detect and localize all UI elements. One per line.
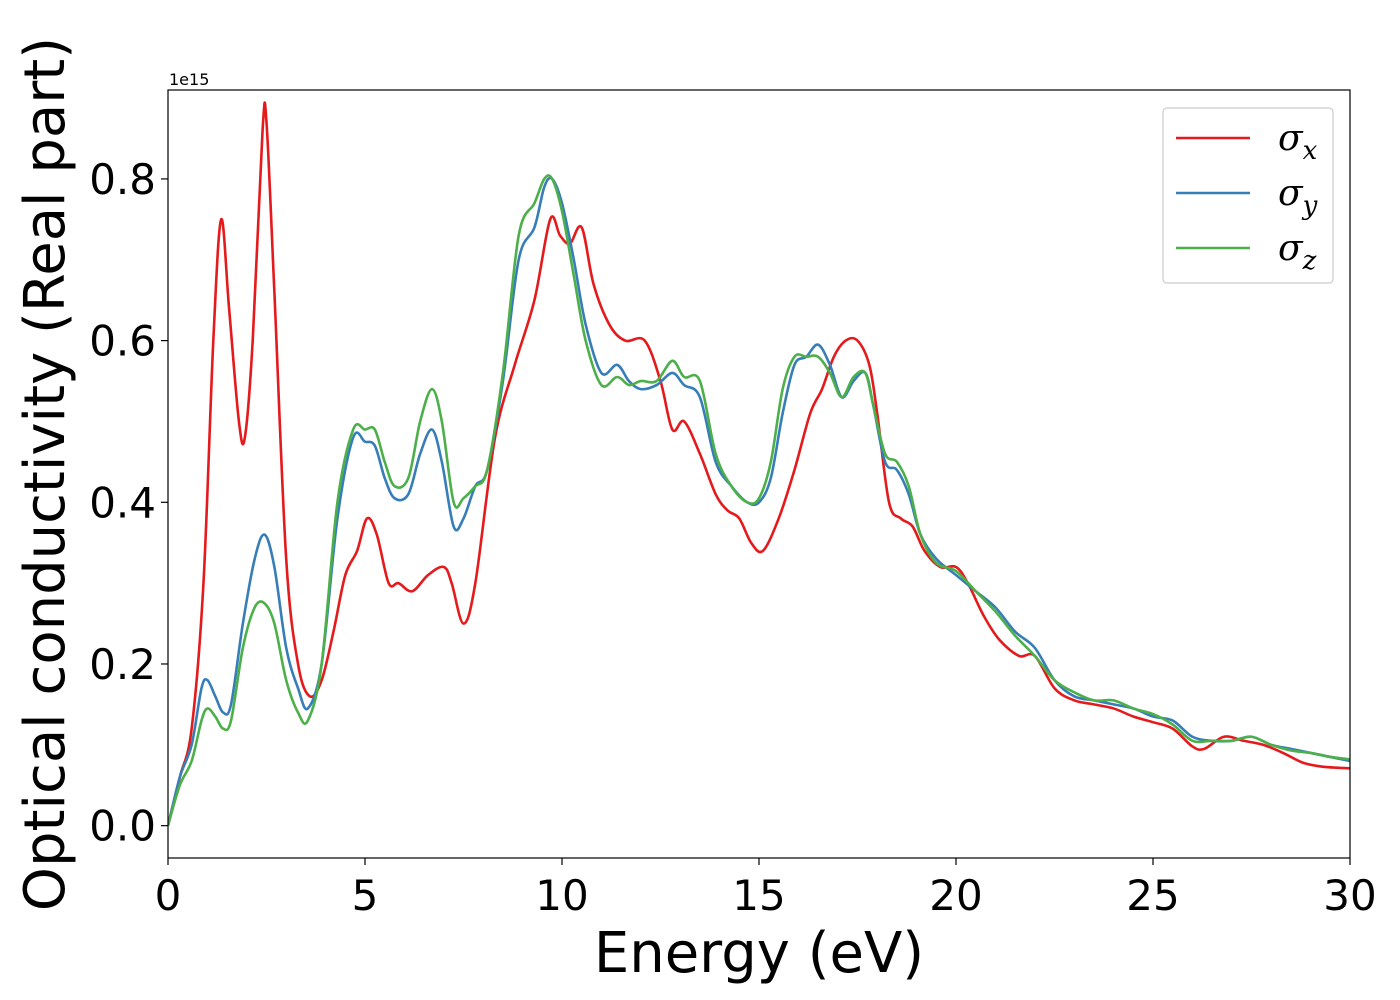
series-line-sigma-z [168, 174, 1350, 827]
y-tick-label: 0.2 [89, 640, 156, 689]
legend-label-sigma-x: σx [1278, 118, 1318, 166]
y-axis-title: Optical conductivity (Real part) [13, 37, 78, 911]
x-tick-label: 0 [155, 871, 182, 920]
series-group [168, 101, 1350, 827]
y-axis: 0.0 0.2 0.4 0.6 0.8 [89, 155, 168, 851]
series-line-sigma-y [168, 176, 1350, 826]
legend-frame [1162, 107, 1334, 284]
x-axis-title: Energy (eV) [594, 921, 924, 986]
x-tick-label: 25 [1126, 871, 1179, 920]
y-tick-label: 0.4 [89, 478, 156, 527]
y-offset-label: 1e15 [169, 70, 209, 89]
y-tick-label: 0.8 [89, 155, 156, 204]
y-tick-label: 0.6 [89, 317, 156, 366]
legend-label-sigma-z: σz [1278, 228, 1317, 276]
legend-label-sigma-y: σy [1278, 173, 1318, 221]
x-tick-label: 20 [929, 871, 982, 920]
legend: σx σy σz [1162, 107, 1334, 284]
series-line-sigma-x [168, 101, 1350, 826]
x-tick-label: 10 [535, 871, 588, 920]
x-tick-label: 5 [352, 871, 379, 920]
x-axis: 0 5 10 15 20 25 30 [155, 858, 1377, 920]
x-tick-label: 15 [732, 871, 785, 920]
plot-area [168, 90, 1350, 858]
y-tick-label: 0.0 [89, 802, 156, 851]
x-tick-label: 30 [1323, 871, 1376, 920]
